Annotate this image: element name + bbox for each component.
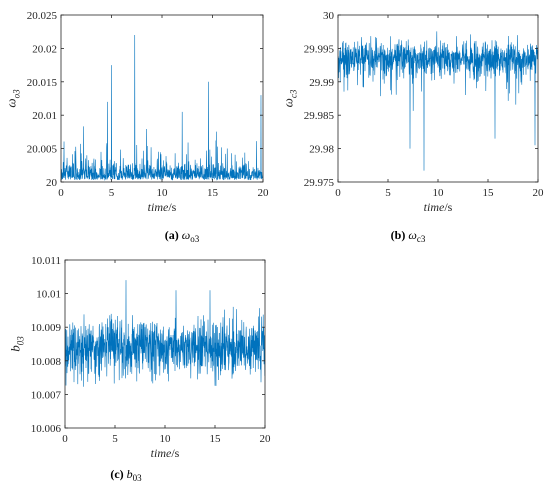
y-axis-label: ωc3 (280, 89, 298, 107)
x-tick-label: 15 (210, 433, 222, 445)
y-tick-label: 10.009 (31, 322, 62, 334)
x-tick-label: 5 (385, 187, 391, 199)
panel-caption: (a) ωo3 (165, 228, 200, 244)
panel-caption: (b) ωc3 (391, 228, 426, 244)
x-tick-label: 15 (483, 187, 495, 199)
y-axis-label: ωo3 (3, 89, 21, 108)
series-line (61, 35, 263, 181)
axes-box (60, 14, 264, 183)
y-tick-label: 29.975 (304, 177, 335, 189)
x-tick-label: 10 (160, 433, 172, 445)
y-tick-label: 10.008 (31, 356, 62, 368)
panel-caption: (c) b03 (110, 467, 142, 483)
y-tick-label: 29.98 (309, 144, 334, 156)
y-tick-label: 20.015 (27, 77, 58, 89)
y-tick-label: 10.01 (36, 289, 61, 301)
y-axis-label: b03 (7, 336, 25, 352)
chart-panel-1: 0 5 10 15 20 29.975 29.98 29.985 29.99 29.995 30 ti… (280, 10, 544, 244)
x-tick-label: 0 (335, 187, 341, 199)
y-tick-label: 20.005 (27, 144, 58, 156)
axes-box (64, 259, 266, 429)
y-tick-label: 29.985 (304, 110, 335, 122)
x-axis-label: time/s (151, 446, 180, 460)
x-tick-label: 20 (260, 433, 272, 445)
x-tick-label: 0 (62, 433, 68, 445)
x-tick-label: 15 (207, 187, 219, 199)
x-tick-label: 5 (112, 433, 118, 445)
y-tick-label: 20.02 (32, 43, 57, 55)
y-tick-label: 10.006 (31, 423, 62, 435)
y-tick-label: 10.011 (31, 255, 61, 267)
x-tick-label: 20 (533, 187, 545, 199)
series-line (65, 280, 265, 387)
x-axis-label: time/s (424, 200, 453, 214)
x-tick-label: 5 (109, 187, 115, 199)
y-tick-label: 20.01 (32, 110, 57, 122)
x-tick-label: 0 (58, 187, 64, 199)
x-tick-label: 10 (157, 187, 169, 199)
y-tick-label: 20 (46, 177, 58, 189)
x-axis-label: time/s (148, 200, 177, 214)
y-tick-label: 20.025 (27, 10, 58, 22)
x-tick-label: 10 (433, 187, 445, 199)
series-line (338, 31, 538, 171)
y-tick-label: 29.99 (309, 77, 334, 89)
y-tick-label: 10.007 (31, 389, 62, 401)
y-tick-label: 29.995 (304, 43, 335, 55)
y-tick-label: 30 (323, 10, 335, 22)
chart-panel-2: 0 5 10 15 20 10.006 10.007 10.008 10.009 10.01 10.… (7, 255, 271, 483)
chart-panel-0: 0 5 10 15 20 20 20.005 20.01 20.015 20.02 20.025 ti… (3, 10, 269, 244)
x-tick-label: 20 (258, 187, 270, 199)
